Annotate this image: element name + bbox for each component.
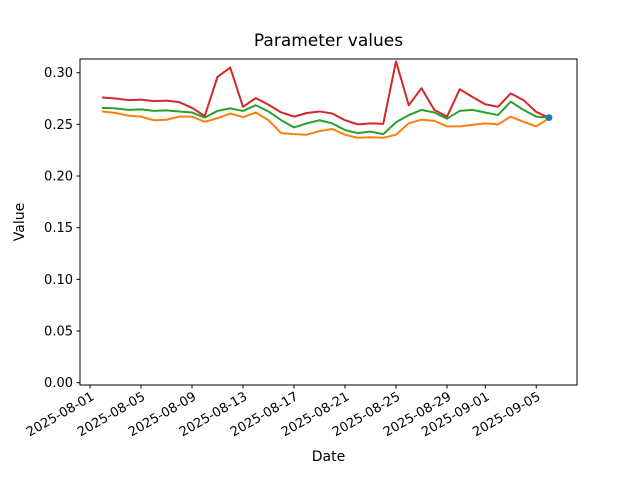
y-tick-label: 0.00 xyxy=(44,376,73,391)
chart-title: Parameter values xyxy=(253,31,404,51)
x-axis-label: Date xyxy=(311,449,346,465)
y-tick-label: 0.05 xyxy=(44,325,73,340)
series-line-orange xyxy=(101,110,550,139)
y-tick-label: 0.10 xyxy=(44,273,73,288)
y-axis-label: Value xyxy=(12,202,28,242)
plot-border xyxy=(79,58,578,386)
y-tick-label: 0.25 xyxy=(44,118,73,133)
y-tick-label: 0.30 xyxy=(44,66,73,81)
series-line-green xyxy=(101,100,550,136)
y-tick-label: 0.15 xyxy=(44,221,73,236)
end-marker-dot xyxy=(545,114,553,122)
y-tick-label: 0.20 xyxy=(44,170,73,185)
series-line-red xyxy=(101,60,550,126)
